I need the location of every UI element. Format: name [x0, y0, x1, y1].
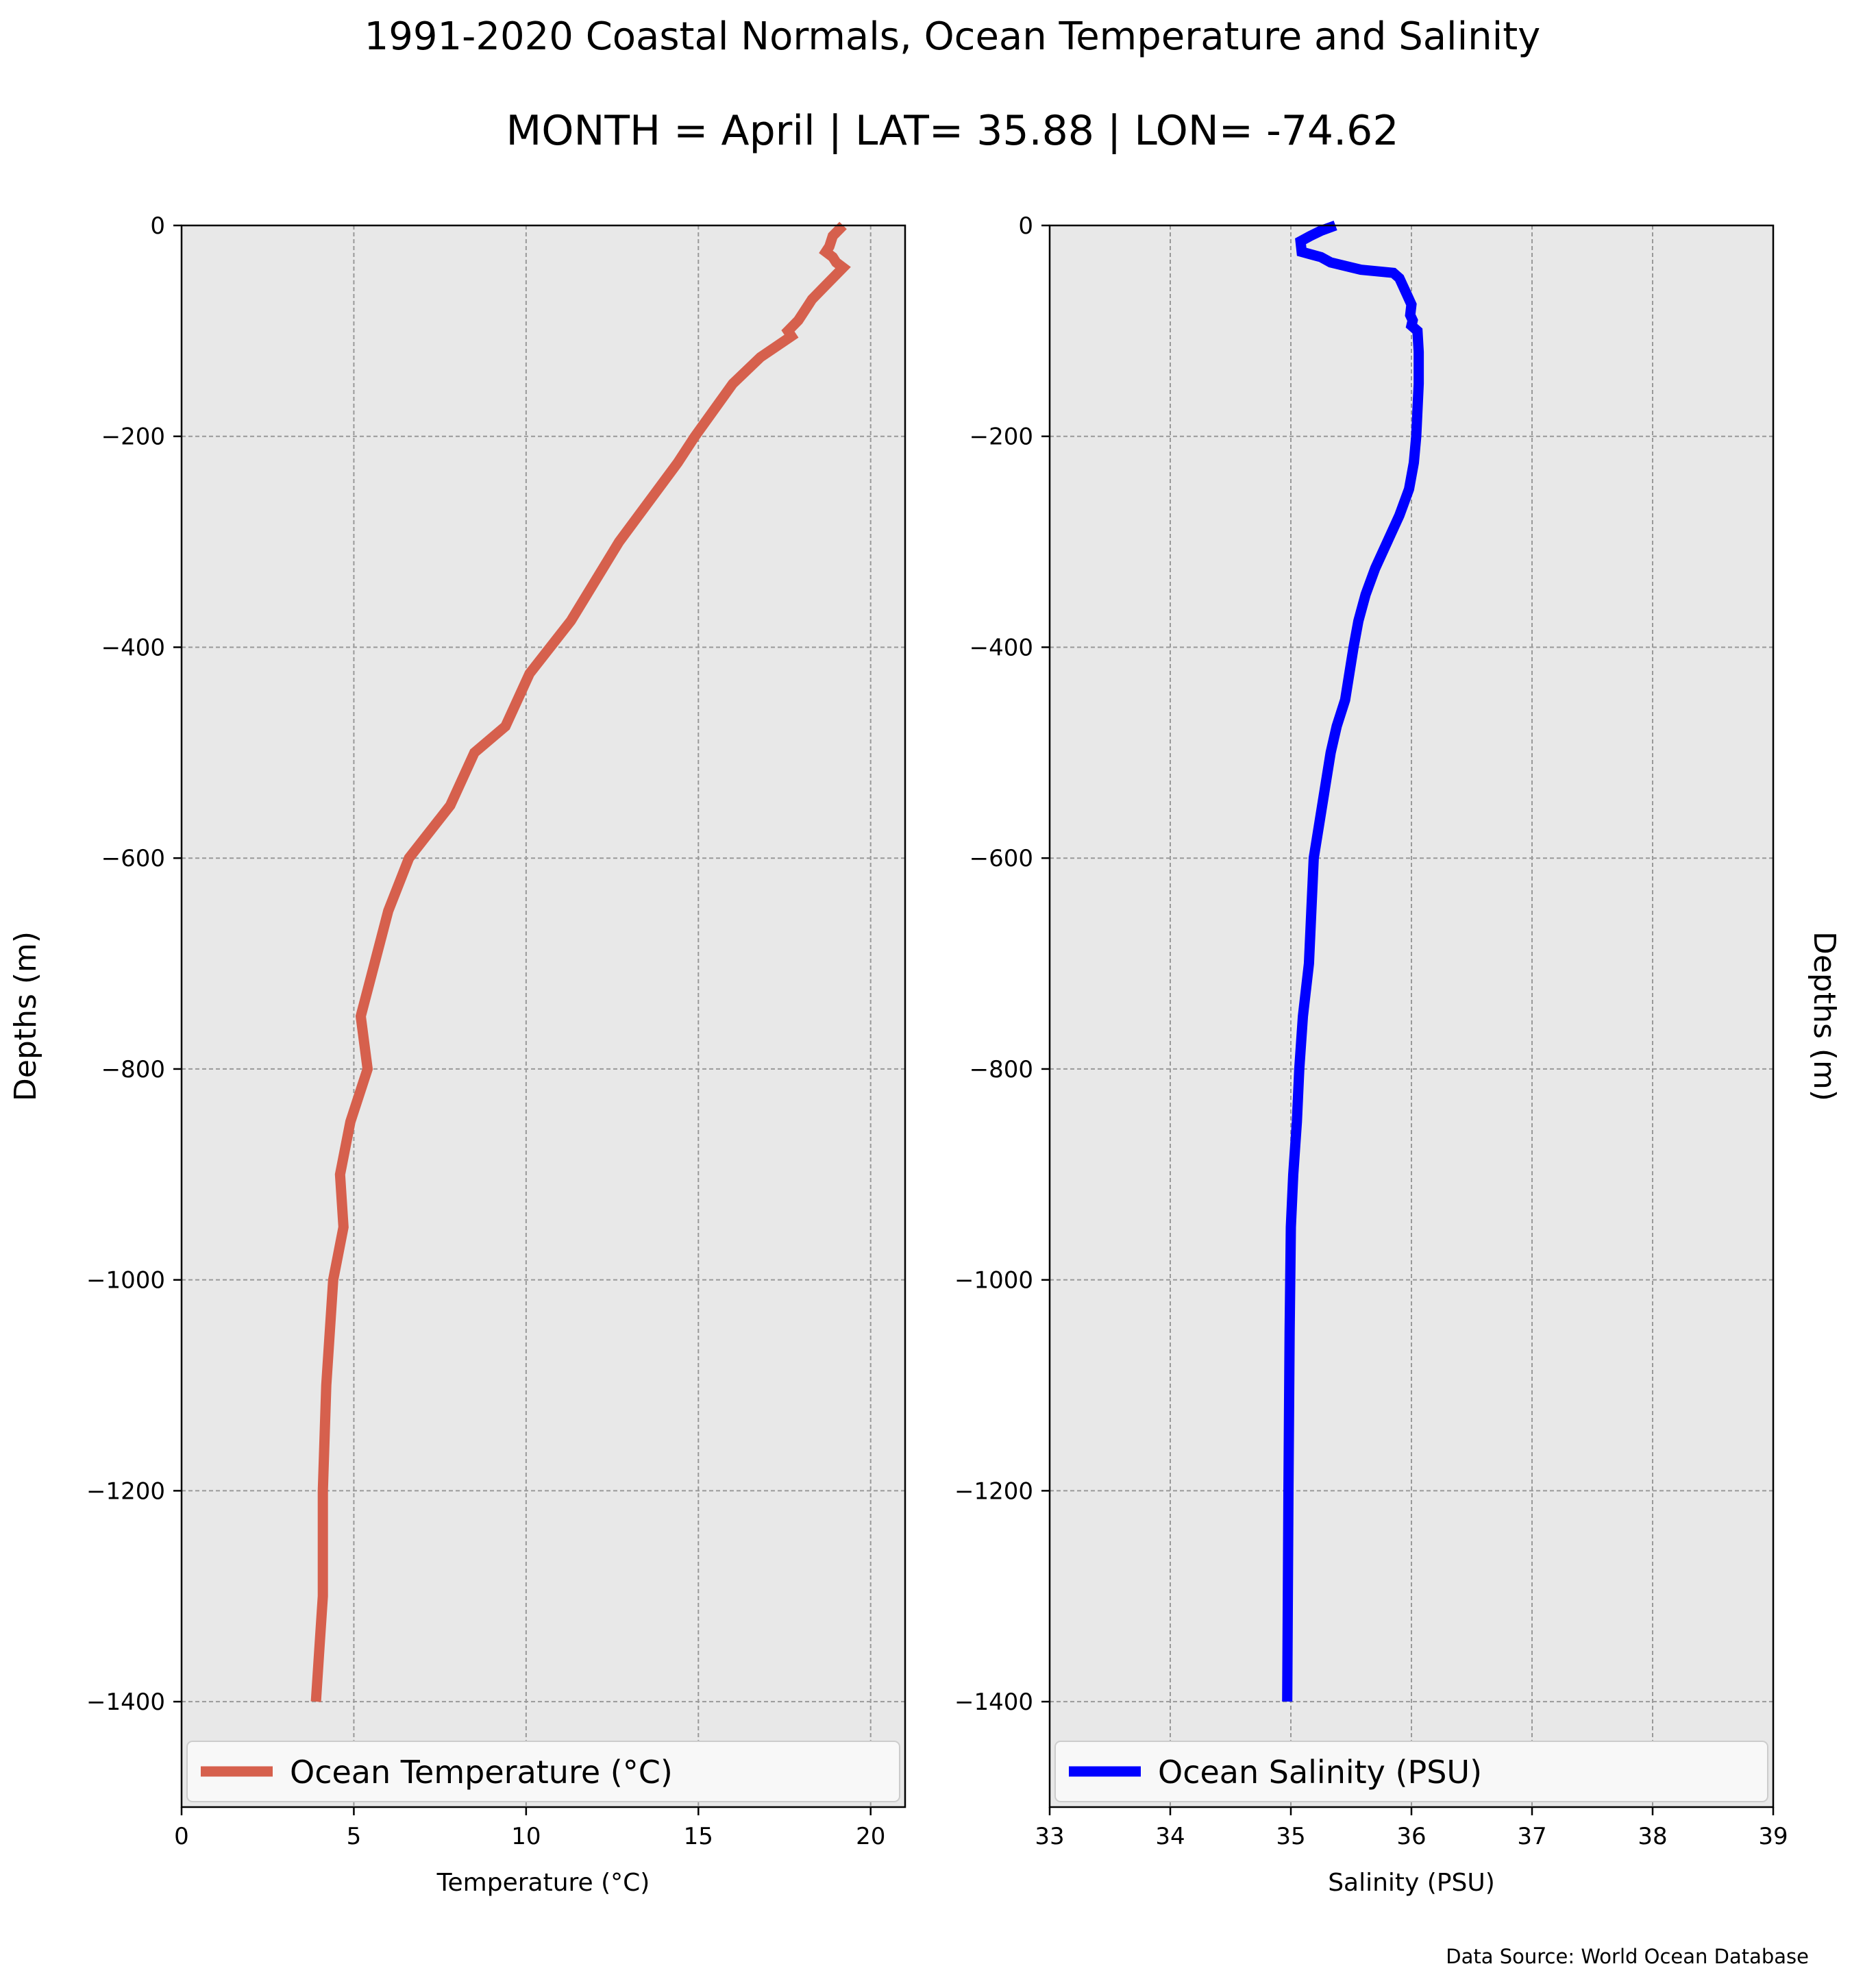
y-tick-label: −200: [101, 424, 165, 451]
x-tick-label: 36: [1396, 1823, 1426, 1850]
y-tick-label: −1400: [86, 1689, 165, 1716]
x-tick-label: 15: [684, 1823, 713, 1850]
axes-frame: [180, 224, 906, 1808]
legend-box: [1054, 1741, 1768, 1802]
y-tick-label: −1000: [954, 1267, 1033, 1294]
salinity-series-line: [1282, 220, 1424, 1702]
x-tick-label: 34: [1155, 1823, 1185, 1850]
y-tick-label: −1000: [86, 1267, 165, 1294]
x-tick-label: 38: [1638, 1823, 1667, 1850]
y-tick-label: −800: [101, 1056, 165, 1083]
y-tick-label: 0: [1018, 212, 1033, 240]
y-tick-label: −200: [970, 424, 1033, 451]
y-tick-label: −400: [101, 634, 165, 661]
legend-label: Ocean Salinity (PSU): [1158, 1754, 1482, 1791]
x-tick-label: 33: [1035, 1823, 1064, 1850]
x-tick-label: 5: [347, 1823, 362, 1850]
temperature-chart: Ocean Temperature (°C) 0 5 10 15 20 0 −200 −400 −…: [8, 212, 906, 1897]
x-tick-label: 10: [511, 1823, 541, 1850]
plot-area: [182, 225, 905, 1807]
y-tick-label: −1200: [954, 1477, 1033, 1505]
data-source-note: Data Source: World Ocean Database: [1446, 1945, 1809, 1968]
x-tick-label: 37: [1517, 1823, 1546, 1850]
y-tick-label: −600: [970, 845, 1033, 872]
x-axis-label: Temperature (°C): [436, 1869, 650, 1897]
x-tick-label: 0: [174, 1823, 189, 1850]
y-tick-label: −600: [101, 845, 165, 872]
figure-title: 1991-2020 Coastal Normals, Ocean Tempera…: [365, 14, 1541, 59]
figure-subtitle: MONTH = April | LAT= 35.88 | LON= -74.62: [506, 107, 1398, 155]
x-axis-label: Salinity (PSU): [1328, 1869, 1495, 1897]
legend: Ocean Salinity (PSU): [1054, 1741, 1768, 1802]
y-tick-label: −400: [970, 634, 1033, 661]
x-tick-label: 39: [1758, 1823, 1788, 1850]
legend-box: [186, 1741, 900, 1802]
legend: Ocean Temperature (°C): [186, 1741, 900, 1802]
y-tick-label: 0: [150, 212, 165, 240]
y-axis-label: Depths (m): [8, 931, 43, 1101]
legend-label: Ocean Temperature (°C): [290, 1754, 673, 1791]
x-tick-label: 20: [856, 1823, 885, 1850]
y-tick-label: −1400: [954, 1689, 1033, 1716]
y-axis-label: Depths (m): [1807, 931, 1842, 1101]
y-tick-label: −800: [970, 1056, 1033, 1083]
x-tick-label: 35: [1276, 1823, 1305, 1850]
y-tick-label: −1200: [86, 1477, 165, 1505]
temperature-series-line: [310, 221, 851, 1702]
salinity-chart: Ocean Salinity (PSU) 33 34 35 36 37 38 39 0 −200 −…: [954, 212, 1842, 1897]
